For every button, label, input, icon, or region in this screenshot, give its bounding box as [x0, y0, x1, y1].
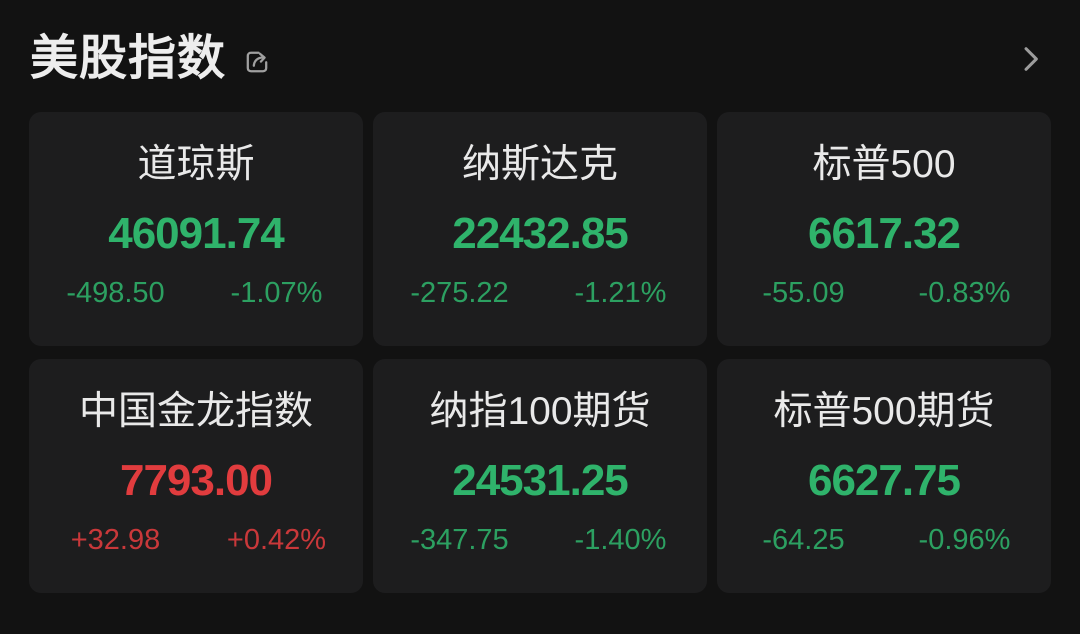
index-name: 中国金龙指数: [78, 390, 313, 433]
index-change-pct: -0.96%: [918, 524, 1011, 556]
index-card-sp500-futures[interactable]: 标普500期货 6627.75 -64.25 -0.96%: [717, 359, 1051, 593]
index-name: 纳指100期货: [429, 390, 651, 433]
index-change-pct: +0.42%: [226, 524, 327, 556]
chevron-right-icon[interactable]: [1010, 39, 1050, 79]
index-change-pct: -0.83%: [918, 277, 1011, 309]
index-price: 22432.85: [452, 209, 629, 258]
index-card-nasdaq[interactable]: 纳斯达克 22432.85 -275.22 -1.21%: [373, 112, 707, 346]
index-change: -275.22: [410, 277, 509, 309]
index-change-row: -55.09 -0.83%: [717, 277, 1051, 309]
index-change-row: -64.25 -0.96%: [717, 524, 1051, 556]
indices-grid: 道琼斯 46091.74 -498.50 -1.07% 纳斯达克 22432.8…: [0, 112, 1080, 593]
index-change: -498.50: [66, 277, 165, 309]
index-card-sp500[interactable]: 标普500 6617.32 -55.09 -0.83%: [717, 112, 1051, 346]
index-card-nasdaq100-futures[interactable]: 纳指100期货 24531.25 -347.75 -1.40%: [373, 359, 707, 593]
index-card-china-golden-dragon[interactable]: 中国金龙指数 7793.00 +32.98 +0.42%: [29, 359, 363, 593]
index-price: 6627.75: [807, 456, 961, 505]
index-change-pct: -1.21%: [574, 277, 667, 309]
section-title: 美股指数: [30, 32, 227, 85]
index-price: 24531.25: [452, 456, 629, 505]
index-change: -55.09: [762, 277, 845, 309]
section-header: 美股指数: [0, 0, 1080, 112]
index-change-row: -275.22 -1.21%: [373, 277, 707, 309]
index-price: 7793.00: [119, 456, 273, 505]
index-change: -347.75: [410, 524, 509, 556]
index-name: 道琼斯: [137, 143, 255, 186]
index-change-row: -347.75 -1.40%: [373, 524, 707, 556]
index-price: 46091.74: [108, 209, 285, 258]
index-name: 标普500期货: [773, 390, 995, 433]
index-change: +32.98: [70, 524, 161, 556]
index-change: -64.25: [762, 524, 845, 556]
index-change-pct: -1.07%: [230, 277, 323, 309]
index-change-pct: -1.40%: [574, 524, 667, 556]
index-card-dow-jones[interactable]: 道琼斯 46091.74 -498.50 -1.07%: [29, 112, 363, 346]
index-change-row: +32.98 +0.42%: [29, 524, 363, 556]
index-change-row: -498.50 -1.07%: [29, 277, 363, 309]
index-name: 标普500: [812, 143, 956, 186]
index-name: 纳斯达克: [461, 143, 618, 186]
index-price: 6617.32: [807, 209, 961, 258]
share-icon[interactable]: [240, 45, 274, 79]
us-indices-widget: 美股指数 道琼斯 46091.74 -498.50 -1.07% 纳斯达克: [0, 0, 1080, 593]
